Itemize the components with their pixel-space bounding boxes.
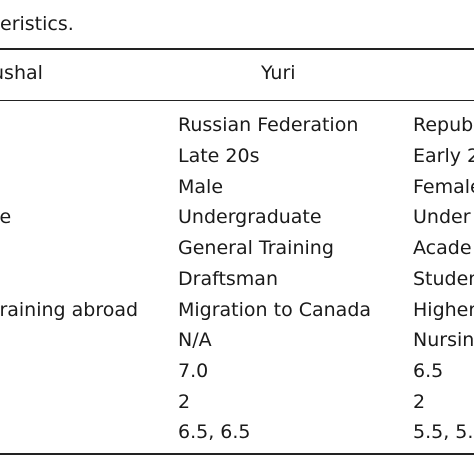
yuri-cell: Undergraduate xyxy=(178,206,322,228)
right-participant-cell: Under xyxy=(413,206,471,228)
right-participant-cell: Studen xyxy=(413,268,474,290)
table-row: 7.0 6.5 xyxy=(0,356,474,386)
right-participant-cell: 5.5, 5.. xyxy=(413,421,474,443)
yuri-cell: Russian Federation xyxy=(178,114,359,136)
yuri-cell: Draftsman xyxy=(178,268,278,290)
right-participant-cell: 2 xyxy=(413,391,426,413)
row-label: training abroad xyxy=(0,299,139,321)
column-header-yuri: Yuri xyxy=(261,62,296,84)
yuri-cell: Male xyxy=(178,176,224,198)
bottom-rule xyxy=(0,453,474,455)
yuri-cell: 2 xyxy=(178,391,191,413)
right-participant-cell: Early 2 xyxy=(413,145,474,167)
yuri-cell: 6.5, 6.5 xyxy=(178,421,251,443)
yuri-cell: Migration to Canada xyxy=(178,299,372,321)
column-header-participant-left: ushal xyxy=(0,62,43,84)
table-row: Late 20s Early 2 xyxy=(0,141,474,171)
table-row: Russian Federation Repub xyxy=(0,110,474,140)
right-participant-cell: Nursin xyxy=(413,329,474,351)
right-participant-cell: 6.5 xyxy=(413,360,444,382)
table-row: te Undergraduate Under xyxy=(0,202,474,232)
top-rule xyxy=(0,48,474,50)
row-label: te xyxy=(0,206,12,228)
yuri-cell: N/A xyxy=(178,329,212,351)
yuri-cell: General Training xyxy=(178,237,334,259)
table-row: 2 2 xyxy=(0,387,474,417)
header-rule xyxy=(0,100,474,101)
table-caption: eristics. xyxy=(0,13,74,35)
right-participant-cell: Acade xyxy=(413,237,472,259)
yuri-cell: 7.0 xyxy=(178,360,209,382)
table-row: Draftsman Studen xyxy=(0,264,474,294)
table-row: General Training Acade xyxy=(0,233,474,263)
table-row: 6.5, 6.5 5.5, 5.. xyxy=(0,417,474,447)
right-participant-cell: Higher xyxy=(413,299,474,321)
table-row: training abroad Migration to Canada High… xyxy=(0,295,474,325)
table-row: N/A Nursin xyxy=(0,325,474,355)
right-participant-cell: Repub xyxy=(413,114,474,136)
yuri-cell: Late 20s xyxy=(178,145,260,167)
